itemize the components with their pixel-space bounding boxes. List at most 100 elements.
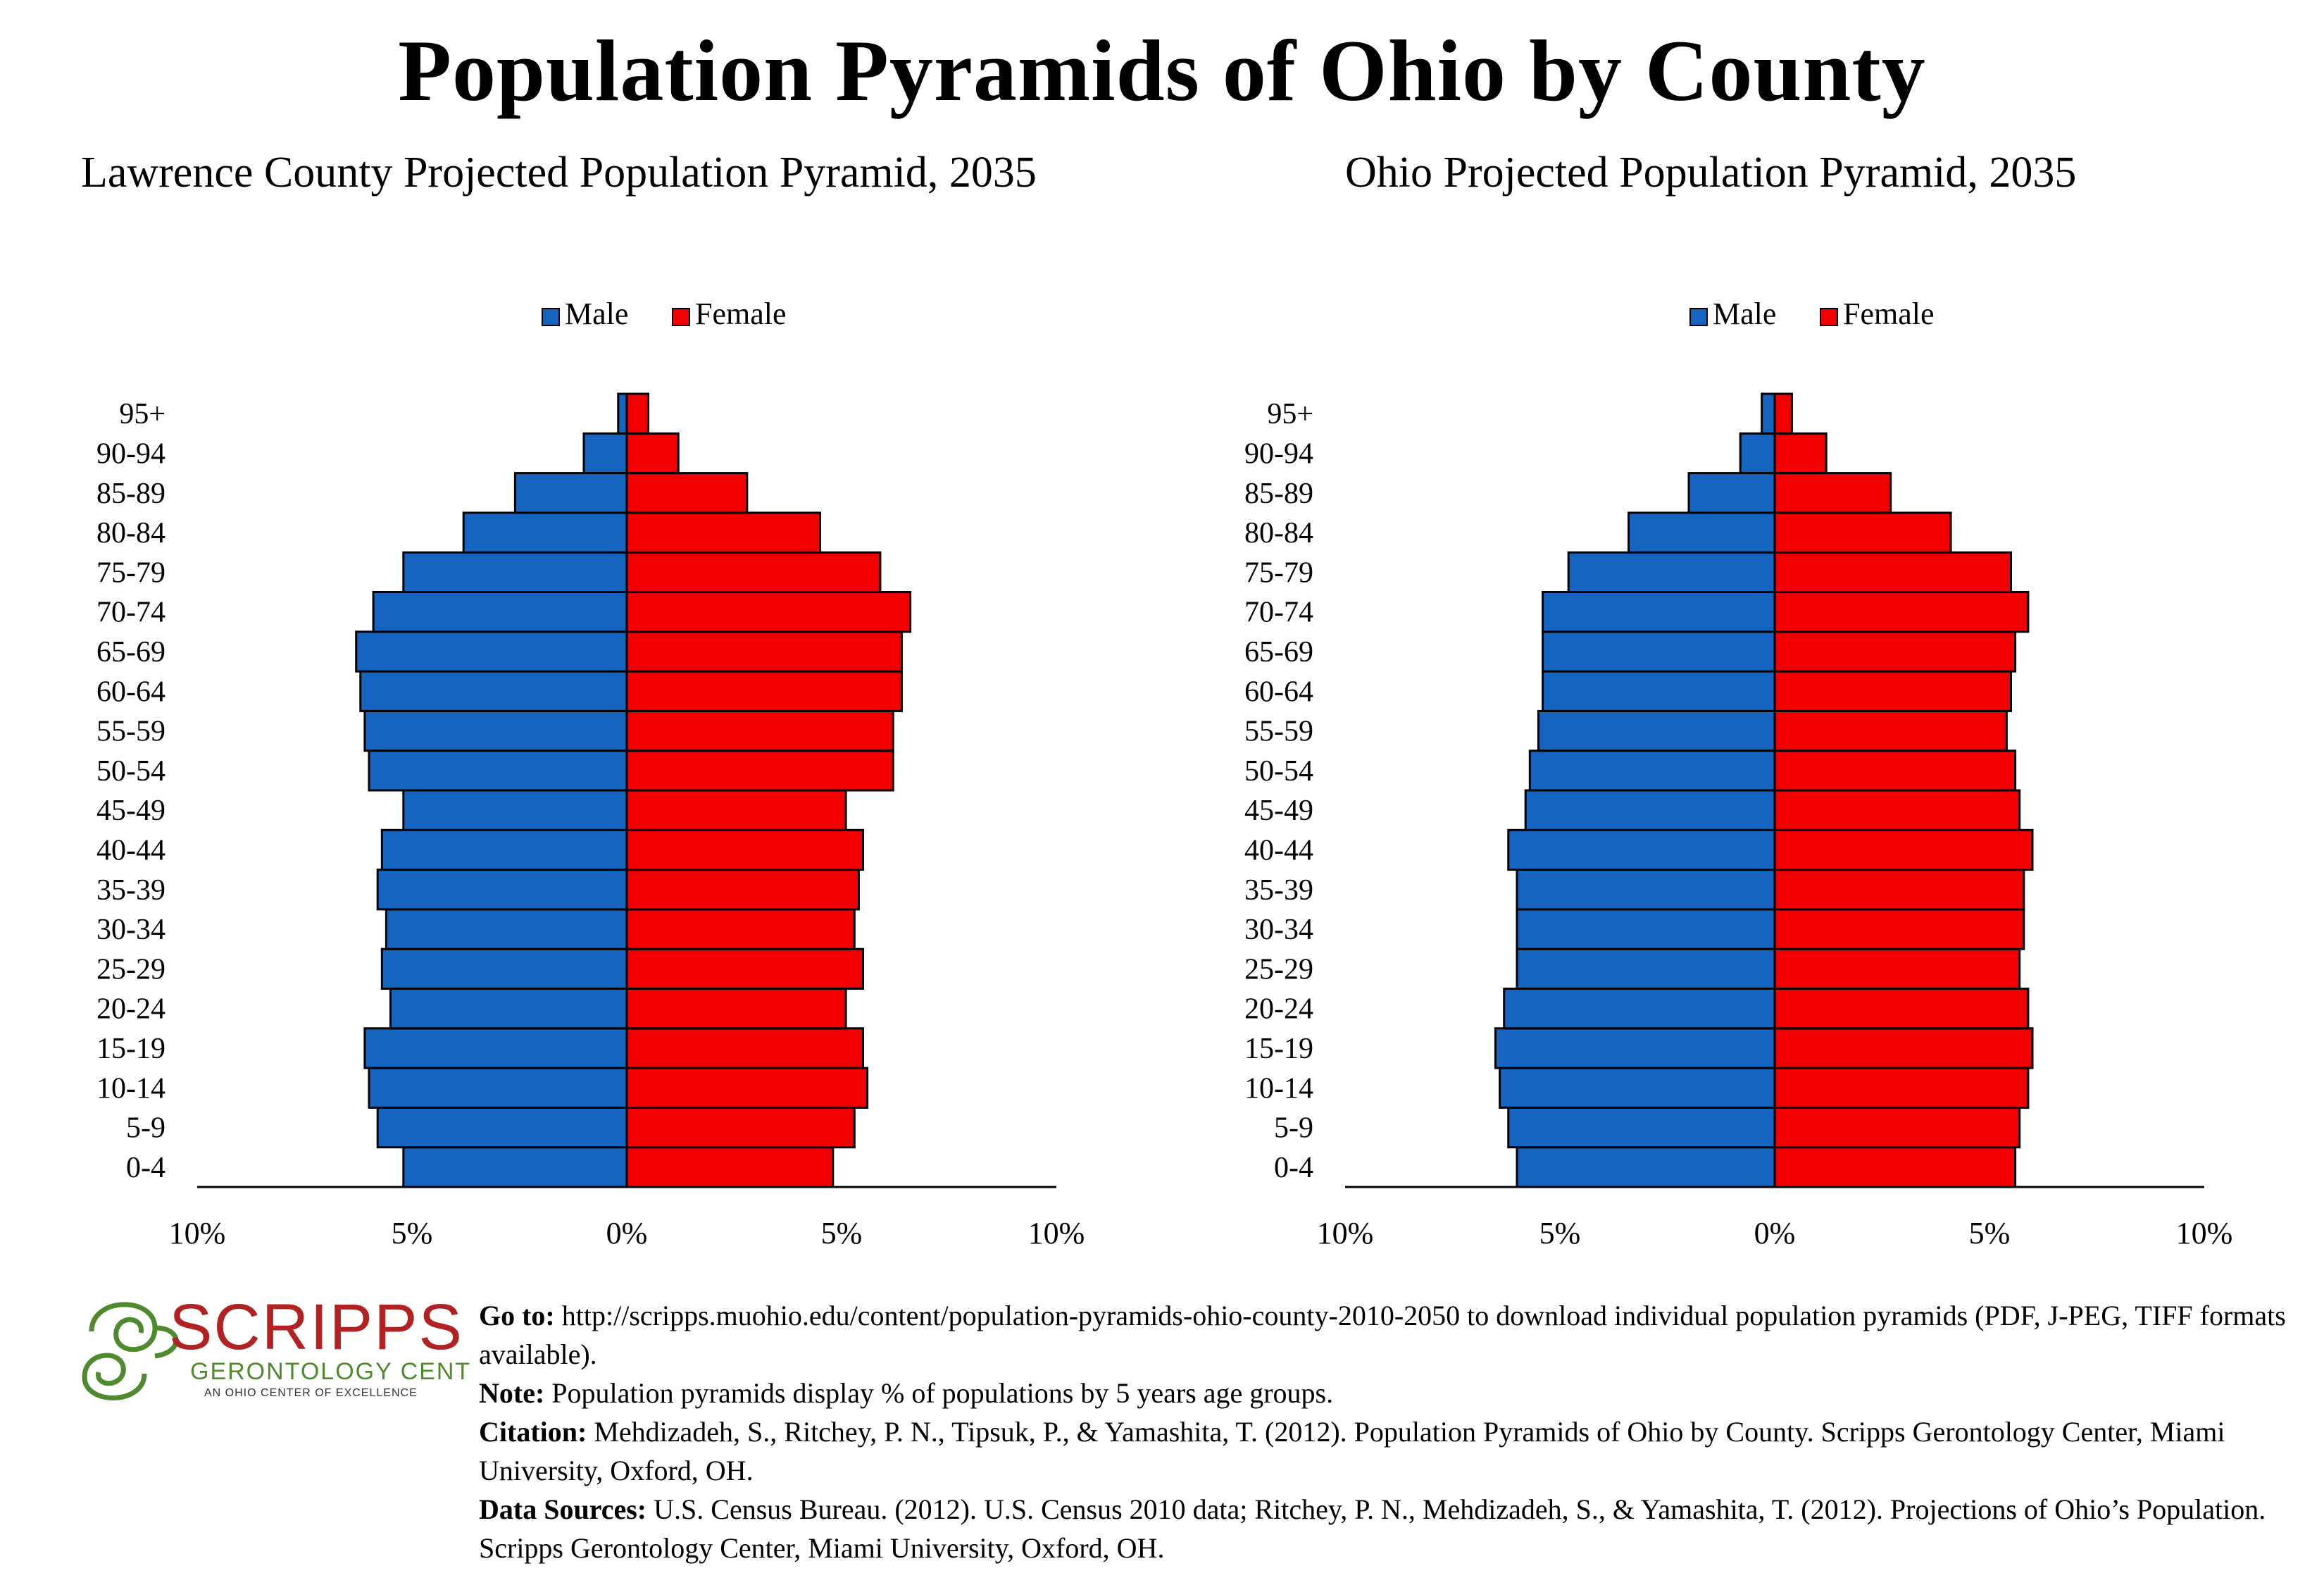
male-bar-80-84 — [1628, 511, 1776, 554]
legend-female-swatch — [672, 308, 690, 326]
x-tick-label: 10% — [2176, 1216, 2233, 1250]
legend-male-swatch — [1689, 308, 1708, 326]
legend-female-label: Female — [1843, 297, 1935, 331]
female-bar-35-39 — [625, 869, 860, 911]
female-bar-50-54 — [625, 750, 894, 792]
age-label-65-69: 65-69 — [1244, 636, 1313, 669]
age-label-60-64: 60-64 — [1244, 676, 1313, 708]
female-bar-65-69 — [625, 630, 903, 673]
age-label-20-24: 20-24 — [96, 993, 165, 1026]
age-label-45-49: 45-49 — [96, 795, 165, 827]
age-label-90-94: 90-94 — [96, 437, 165, 470]
age-label-35-39: 35-39 — [96, 874, 165, 907]
age-label-60-64: 60-64 — [96, 676, 165, 708]
female-bar-40-44 — [1773, 828, 2034, 871]
male-bar-95+ — [617, 392, 628, 435]
female-bar-10-14 — [1773, 1067, 2030, 1109]
female-bar-85-89 — [625, 472, 749, 514]
female-bar-45-49 — [1773, 789, 2021, 831]
x-tick-label: 10% — [1028, 1216, 1085, 1250]
legend-female-swatch — [1820, 308, 1838, 326]
male-bar-70-74 — [1542, 591, 1776, 633]
chart-title-lawrence: Lawrence County Projected Population Pyr… — [81, 149, 1037, 197]
female-bar-50-54 — [1773, 750, 2017, 792]
x-tick-label: 5% — [392, 1216, 433, 1250]
age-label-15-19: 15-19 — [1244, 1033, 1313, 1065]
age-label-45-49: 45-49 — [1244, 795, 1313, 827]
male-bar-85-89 — [1687, 472, 1776, 514]
male-bar-45-49 — [402, 789, 628, 831]
female-bar-10-14 — [625, 1067, 869, 1109]
female-bar-25-29 — [1773, 947, 2021, 990]
female-bar-90-94 — [625, 432, 680, 475]
citation-line: Citation: Mehdizadeh, S., Ritchey, P. N.… — [479, 1416, 2225, 1486]
male-bar-55-59 — [1537, 709, 1776, 752]
female-bar-65-69 — [1773, 630, 2017, 673]
female-bar-75-79 — [625, 551, 882, 594]
legend-male-label: Male — [1713, 297, 1776, 331]
male-bar-30-34 — [385, 908, 628, 950]
female-bar-0-4 — [625, 1146, 835, 1188]
female-bar-0-4 — [1773, 1146, 2017, 1188]
male-bar-70-74 — [372, 591, 628, 633]
male-bar-20-24 — [389, 988, 628, 1030]
legend: Male Female — [1689, 297, 1935, 331]
male-bar-65-69 — [355, 630, 628, 673]
male-bar-60-64 — [1542, 670, 1776, 712]
age-label-55-59: 55-59 — [96, 716, 165, 748]
female-bar-70-74 — [625, 591, 912, 633]
legend: Male Female — [542, 297, 787, 331]
male-bar-50-54 — [368, 750, 628, 792]
age-label-30-34: 30-34 — [1244, 914, 1313, 946]
chart-title-ohio: Ohio Projected Population Pyramid, 2035 — [1345, 149, 2077, 197]
male-bar-15-19 — [363, 1027, 628, 1069]
age-label-95+: 95+ — [119, 398, 165, 430]
female-bar-90-94 — [1773, 432, 1828, 475]
age-label-20-24: 20-24 — [1244, 993, 1313, 1026]
x-tick-label: 0% — [606, 1216, 648, 1250]
swirl-icon — [82, 1302, 179, 1400]
male-bar-10-14 — [368, 1067, 628, 1109]
female-bar-95+ — [625, 392, 649, 435]
male-bar-10-14 — [1499, 1067, 1776, 1109]
age-label-25-29: 25-29 — [1244, 953, 1313, 986]
female-bar-5-9 — [1773, 1106, 2021, 1149]
male-bar-35-39 — [376, 869, 628, 911]
female-bar-30-34 — [1773, 908, 2025, 950]
scripps-logo: SCRIPPS GERONTOLOGY CENTER AN OHIO CENTE… — [82, 1291, 472, 1400]
logo-tagline: AN OHIO CENTER OF EXCELLENCE — [204, 1387, 418, 1399]
age-label-35-39: 35-39 — [1244, 874, 1313, 907]
pyramid-chart-ohio: Male Female 0-4 5-9 10-14 15-19 20-24 25-29 30-3… — [1244, 297, 2233, 1250]
female-bar-60-64 — [625, 670, 903, 712]
female-bar-20-24 — [1773, 988, 2030, 1030]
x-tick-label: 5% — [1539, 1216, 1581, 1250]
male-bar-0-4 — [402, 1146, 628, 1188]
female-bar-80-84 — [1773, 511, 1952, 554]
male-bar-45-49 — [1524, 789, 1776, 831]
age-label-0-4: 0-4 — [1274, 1152, 1313, 1184]
age-label-5-9: 5-9 — [126, 1112, 165, 1145]
page-title: Population Pyramids of Ohio by County — [398, 23, 1926, 119]
logo-subtitle: GERONTOLOGY CENTER — [190, 1358, 472, 1385]
x-tick-label: 10% — [169, 1216, 226, 1250]
female-bar-15-19 — [625, 1027, 864, 1069]
x-tick-label: 10% — [1317, 1216, 1374, 1250]
male-bar-55-59 — [363, 709, 628, 752]
age-label-0-4: 0-4 — [126, 1152, 165, 1184]
male-bar-25-29 — [1516, 947, 1776, 990]
x-tick-label: 5% — [1969, 1216, 2011, 1250]
female-bar-55-59 — [1773, 709, 2008, 752]
logo-name: SCRIPPS — [169, 1291, 463, 1363]
male-bar-25-29 — [380, 947, 628, 990]
male-bar-50-54 — [1528, 750, 1776, 792]
age-label-55-59: 55-59 — [1244, 716, 1313, 748]
female-bar-45-49 — [625, 789, 847, 831]
x-tick-label: 0% — [1754, 1216, 1796, 1250]
legend-male-swatch — [542, 308, 560, 326]
age-label-70-74: 70-74 — [96, 597, 165, 629]
age-label-15-19: 15-19 — [96, 1033, 165, 1065]
age-label-40-44: 40-44 — [96, 834, 165, 866]
sources-line: Data Sources: U.S. Census Bureau. (2012)… — [479, 1493, 2266, 1564]
age-label-25-29: 25-29 — [96, 953, 165, 986]
male-bar-65-69 — [1542, 630, 1776, 673]
